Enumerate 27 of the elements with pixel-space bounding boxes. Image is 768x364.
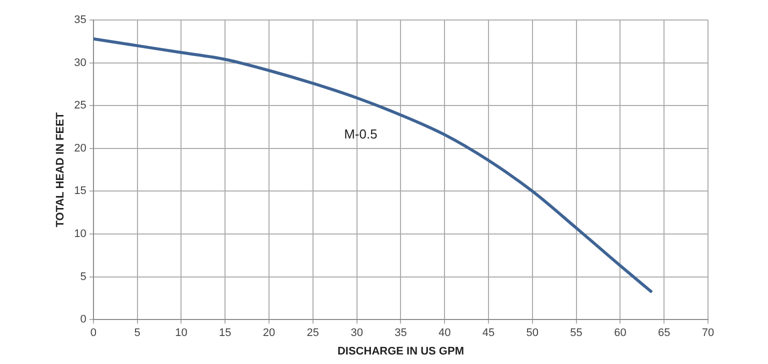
x-tick-label: 25 — [306, 327, 320, 340]
x-tick-label: 65 — [658, 327, 670, 340]
y-tick-label: 5 — [80, 270, 86, 283]
x-tick-label: 45 — [482, 327, 495, 340]
y-tick-label: 0 — [80, 314, 86, 326]
series-label: M-0.5 — [344, 126, 378, 142]
y-tick-label: 20 — [74, 142, 86, 154]
y-tick-label: 25 — [74, 100, 86, 112]
x-tick-label: 15 — [219, 327, 232, 340]
x-tick-label: 60 — [614, 327, 626, 340]
y-tick-label: 30 — [74, 56, 86, 69]
x-tick-label: 55 — [570, 327, 582, 340]
y-tick-label: 15 — [74, 185, 86, 198]
x-tick-label: 35 — [394, 327, 407, 340]
line-series — [93, 37, 652, 293]
x-tick-label: 20 — [262, 327, 276, 340]
x-axis-title: DISCHARGE IN US GPM — [337, 345, 464, 358]
y-tick-label: 10 — [74, 228, 86, 240]
x-tick-label: 40 — [438, 327, 451, 340]
y-axis-title: TOTAL HEAD IN FEET — [54, 112, 67, 228]
x-tick-label: 70 — [702, 327, 714, 340]
x-tick-label: 0 — [90, 327, 96, 340]
x-tick-label: 5 — [134, 327, 140, 340]
x-tick-label: 30 — [350, 327, 363, 340]
x-tick-label: 50 — [526, 327, 539, 340]
y-tick-label: 35 — [74, 14, 86, 26]
x-tick-label: 10 — [175, 327, 188, 340]
